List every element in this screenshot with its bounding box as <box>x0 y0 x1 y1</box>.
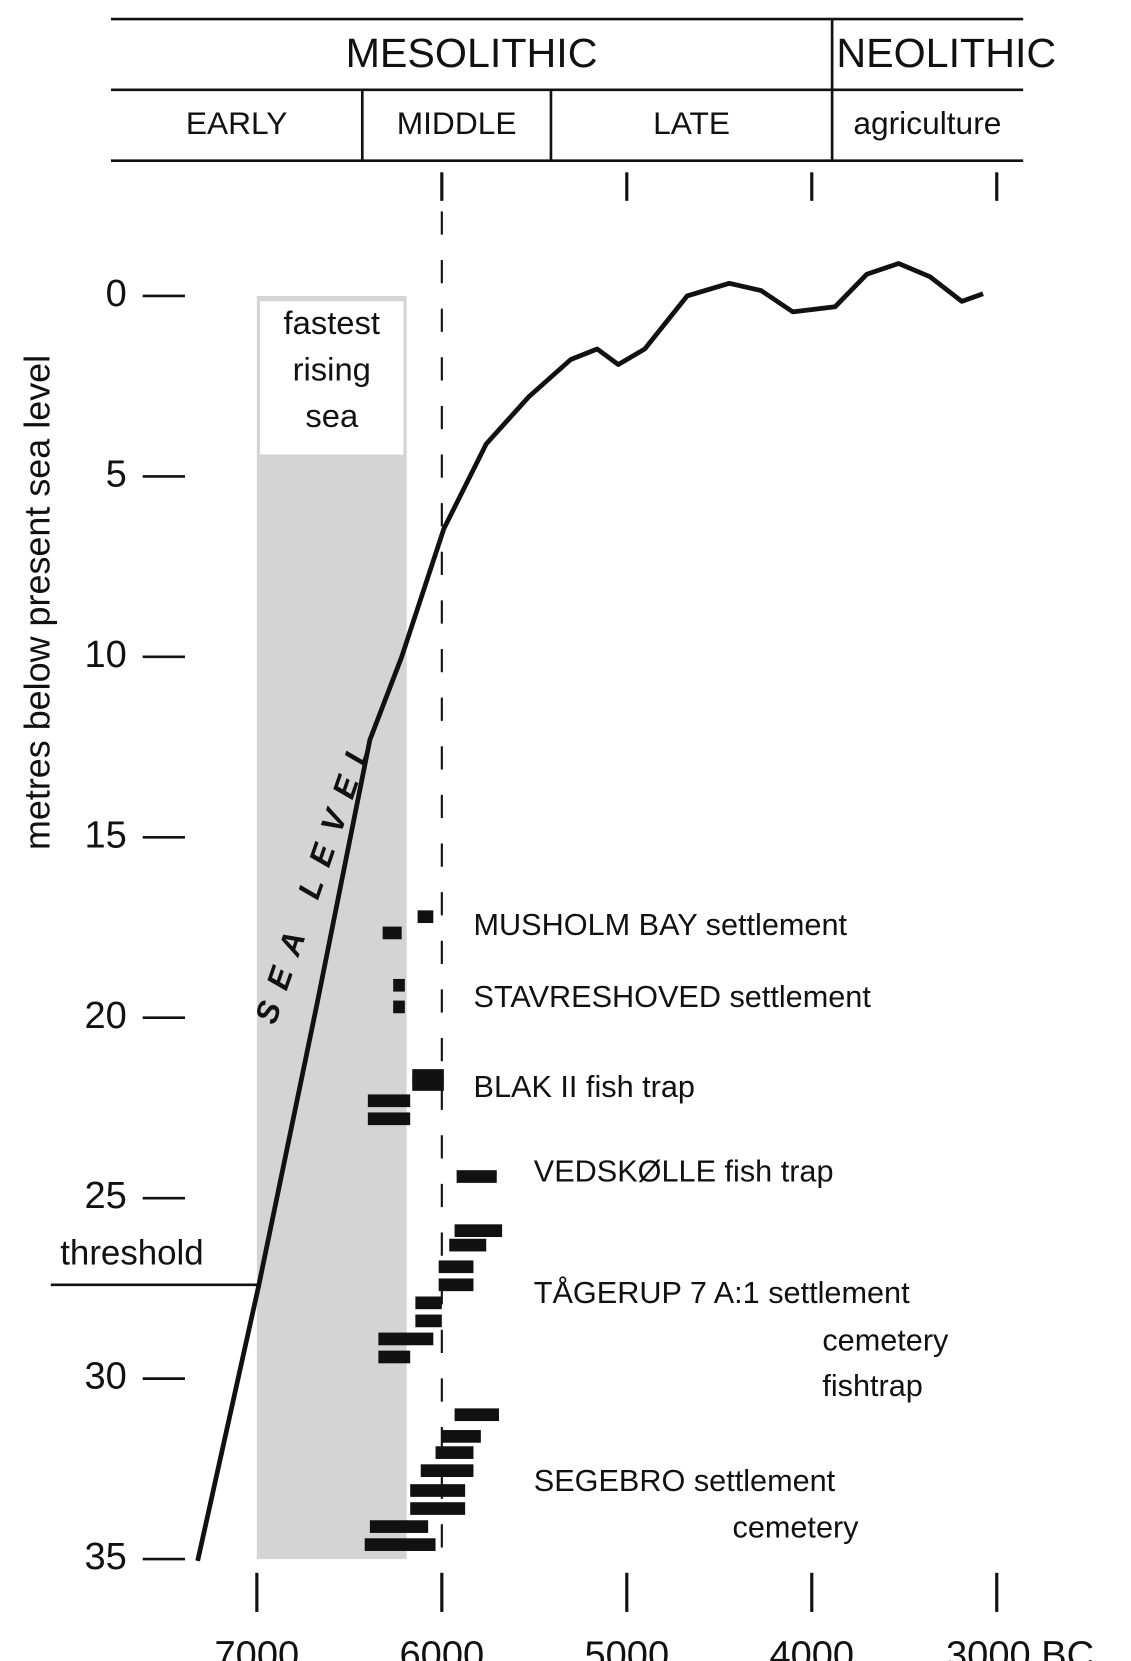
x-tick-label: 4000 <box>769 1634 854 1661</box>
date-range <box>454 1224 503 1238</box>
shaded-label: fastest <box>284 304 380 341</box>
period-label: MIDDLE <box>397 105 517 141</box>
date-range <box>367 1094 411 1108</box>
y-tick-label: 30 <box>85 1356 127 1398</box>
period-label: agriculture <box>853 105 1001 141</box>
date-range <box>438 1278 474 1292</box>
site-label: fishtrap <box>822 1369 922 1403</box>
date-range <box>412 1078 444 1091</box>
period-label: MESOLITHIC <box>346 30 598 76</box>
site-label: BLAK II fish trap <box>474 1070 695 1104</box>
site-label: SEGEBRO settlement <box>534 1464 836 1498</box>
y-axis-label: metres below present sea level <box>17 355 58 850</box>
date-range <box>410 1502 466 1515</box>
y-tick-label: 35 <box>85 1536 127 1578</box>
date-range <box>435 1446 474 1459</box>
date-range <box>438 1260 474 1274</box>
date-range <box>382 926 402 940</box>
date-range <box>417 910 434 924</box>
site-label: cemetery <box>822 1323 949 1357</box>
date-range <box>378 1332 434 1346</box>
y-tick-label: 10 <box>85 634 127 676</box>
site-label: MUSHOLM BAY settlement <box>474 908 848 942</box>
y-tick-label: 15 <box>85 814 127 856</box>
date-range <box>415 1314 442 1328</box>
shaded-label-box <box>260 301 404 455</box>
plot: metres below present sea level fastest ri… <box>17 17 1094 1661</box>
x-tick-label: 7000 <box>215 1634 300 1661</box>
period-label: LATE <box>653 105 730 141</box>
site-label: VEDSKØLLE fish trap <box>534 1154 834 1188</box>
shaded-label: rising <box>293 351 371 388</box>
x-tick-label: 3000 BC <box>946 1634 1094 1661</box>
period-label: NEOLITHIC <box>836 30 1056 76</box>
date-range <box>364 1538 436 1551</box>
site-label: cemetery <box>733 1511 860 1545</box>
date-range <box>456 1170 497 1183</box>
y-tick-label: 25 <box>85 1175 127 1217</box>
date-range <box>449 1238 487 1252</box>
date-range <box>369 1520 429 1533</box>
date-range <box>420 1464 474 1477</box>
y-tick-label: 0 <box>106 273 127 315</box>
site-label: TÅGERUP 7 A:1 settlement <box>534 1275 910 1310</box>
site-label: STAVRESHOVED settlement <box>474 980 872 1014</box>
sea-level-line <box>195 261 984 1562</box>
y-tick-label: 5 <box>106 453 127 495</box>
date-range <box>442 1430 481 1443</box>
date-range <box>393 1000 405 1014</box>
date-range <box>367 1112 411 1126</box>
y-tick-label: 20 <box>85 995 127 1037</box>
period-label: EARLY <box>186 105 288 141</box>
x-tick-label: 6000 <box>400 1634 485 1661</box>
date-range <box>410 1484 466 1497</box>
date-range <box>378 1350 411 1364</box>
x-tick-label: 5000 <box>584 1634 669 1661</box>
date-range <box>415 1296 442 1310</box>
date-range <box>393 978 405 992</box>
shaded-label: sea <box>305 397 359 434</box>
date-range <box>454 1408 499 1422</box>
threshold-label: threshold <box>60 1233 203 1272</box>
